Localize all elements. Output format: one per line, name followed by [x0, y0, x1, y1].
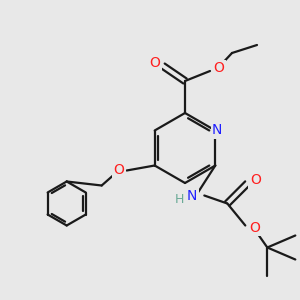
Text: H: H	[175, 193, 184, 206]
Text: N: N	[212, 124, 223, 137]
Text: O: O	[150, 56, 160, 70]
Text: O: O	[250, 173, 261, 188]
Text: O: O	[113, 164, 124, 178]
Text: O: O	[214, 61, 224, 75]
Text: O: O	[249, 220, 260, 235]
Text: N: N	[187, 188, 197, 203]
